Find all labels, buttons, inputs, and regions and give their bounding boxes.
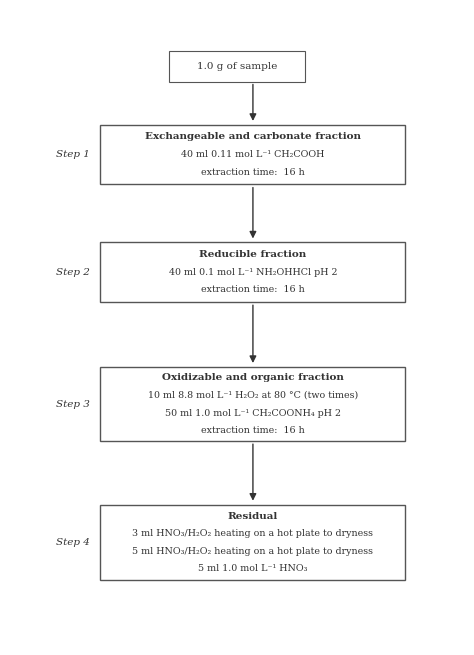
- Text: Step 3: Step 3: [56, 400, 90, 409]
- Text: 1.0 g of sample: 1.0 g of sample: [197, 62, 277, 71]
- Text: 40 ml 0.1 mol L⁻¹ NH₂OHHCl pH 2: 40 ml 0.1 mol L⁻¹ NH₂OHHCl pH 2: [169, 268, 337, 276]
- Text: Oxidizable and organic fraction: Oxidizable and organic fraction: [162, 373, 344, 383]
- FancyBboxPatch shape: [100, 367, 405, 441]
- FancyBboxPatch shape: [100, 124, 405, 185]
- Text: 5 ml 1.0 mol L⁻¹ HNO₃: 5 ml 1.0 mol L⁻¹ HNO₃: [198, 565, 308, 574]
- Text: 40 ml 0.11 mol L⁻¹ CH₂COOH: 40 ml 0.11 mol L⁻¹ CH₂COOH: [181, 150, 325, 159]
- Text: Step 2: Step 2: [56, 268, 90, 276]
- Text: Residual: Residual: [228, 512, 278, 521]
- Text: Step 4: Step 4: [56, 538, 90, 547]
- Text: extraction time:  16 h: extraction time: 16 h: [201, 426, 305, 435]
- FancyBboxPatch shape: [100, 242, 405, 302]
- Text: Step 1: Step 1: [56, 150, 90, 159]
- Text: extraction time:  16 h: extraction time: 16 h: [201, 168, 305, 177]
- Text: Reducible fraction: Reducible fraction: [199, 250, 307, 259]
- Text: Exchangeable and carbonate fraction: Exchangeable and carbonate fraction: [145, 132, 361, 141]
- Text: 3 ml HNO₃/H₂O₂ heating on a hot plate to dryness: 3 ml HNO₃/H₂O₂ heating on a hot plate to…: [132, 529, 374, 538]
- Text: 5 ml HNO₃/H₂O₂ heating on a hot plate to dryness: 5 ml HNO₃/H₂O₂ heating on a hot plate to…: [132, 547, 374, 556]
- FancyBboxPatch shape: [169, 52, 305, 82]
- FancyBboxPatch shape: [100, 506, 405, 580]
- Text: 50 ml 1.0 mol L⁻¹ CH₂COONH₄ pH 2: 50 ml 1.0 mol L⁻¹ CH₂COONH₄ pH 2: [165, 409, 341, 417]
- Text: extraction time:  16 h: extraction time: 16 h: [201, 286, 305, 294]
- Text: 10 ml 8.8 mol L⁻¹ H₂O₂ at 80 °C (two times): 10 ml 8.8 mol L⁻¹ H₂O₂ at 80 °C (two tim…: [148, 391, 358, 400]
